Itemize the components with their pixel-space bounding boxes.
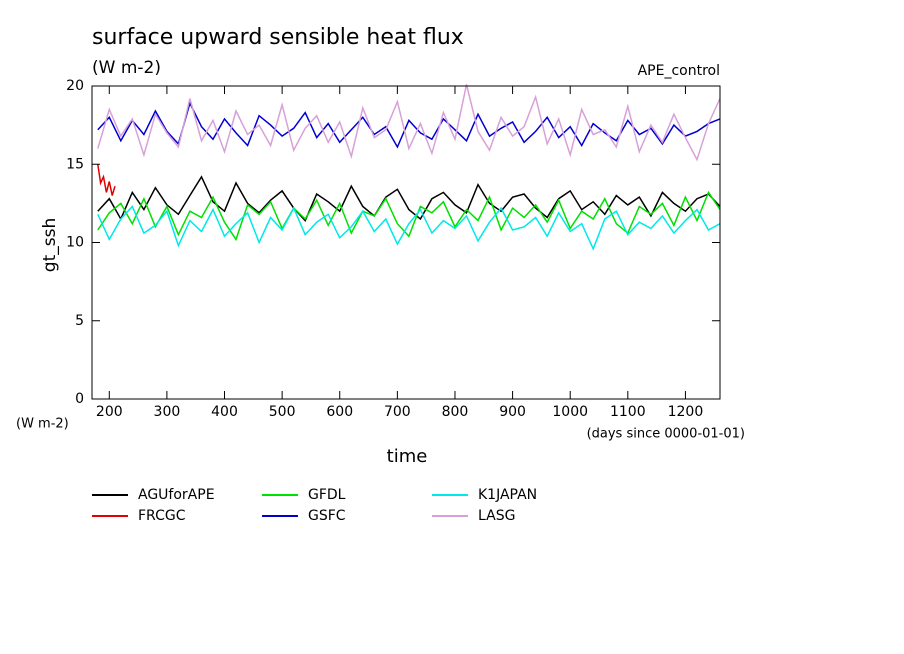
x-axis-label: time xyxy=(387,446,428,467)
x-tick-label: 1000 xyxy=(552,404,588,420)
data-line xyxy=(97,84,721,162)
data-line xyxy=(97,190,721,242)
chart-title: surface upward sensible heat flux xyxy=(92,25,464,50)
legend-label: GFDL xyxy=(308,487,346,503)
y-tick-label: 20 xyxy=(66,78,84,94)
annotation: APE_control xyxy=(638,63,720,79)
y-tick-label: 0 xyxy=(75,391,84,407)
legend-label: LASG xyxy=(478,508,515,524)
chart-subtitle: (W m-2) xyxy=(92,58,161,78)
x-tick-label: 600 xyxy=(326,404,353,420)
x-tick-label: 300 xyxy=(154,404,181,420)
x-unit-label: (days since 0000-01-01) xyxy=(587,427,745,442)
x-tick-label: 700 xyxy=(384,404,411,420)
x-tick-label: 1100 xyxy=(610,404,646,420)
data-line xyxy=(97,164,116,196)
data-line xyxy=(97,205,721,251)
y-tick-label: 5 xyxy=(75,313,84,329)
x-tick-label: 500 xyxy=(269,404,296,420)
data-line xyxy=(97,175,721,222)
data-line xyxy=(97,101,721,149)
plot-frame xyxy=(91,85,721,400)
y-axis-label: gt_ssh xyxy=(40,218,60,272)
x-tick-label: 200 xyxy=(96,404,123,420)
x-tick-label: 800 xyxy=(442,404,469,420)
legend-label: FRCGC xyxy=(138,508,186,524)
legend-label: AGUforAPE xyxy=(138,487,215,503)
y-tick-label: 15 xyxy=(66,156,84,172)
y-unit-label: (W m-2) xyxy=(16,417,69,432)
legend-label: K1JAPAN xyxy=(478,487,537,503)
x-tick-label: 900 xyxy=(499,404,526,420)
x-tick-label: 1200 xyxy=(668,404,704,420)
legend-label: GSFC xyxy=(308,508,346,524)
x-tick-label: 400 xyxy=(211,404,238,420)
y-tick-label: 10 xyxy=(66,235,84,251)
